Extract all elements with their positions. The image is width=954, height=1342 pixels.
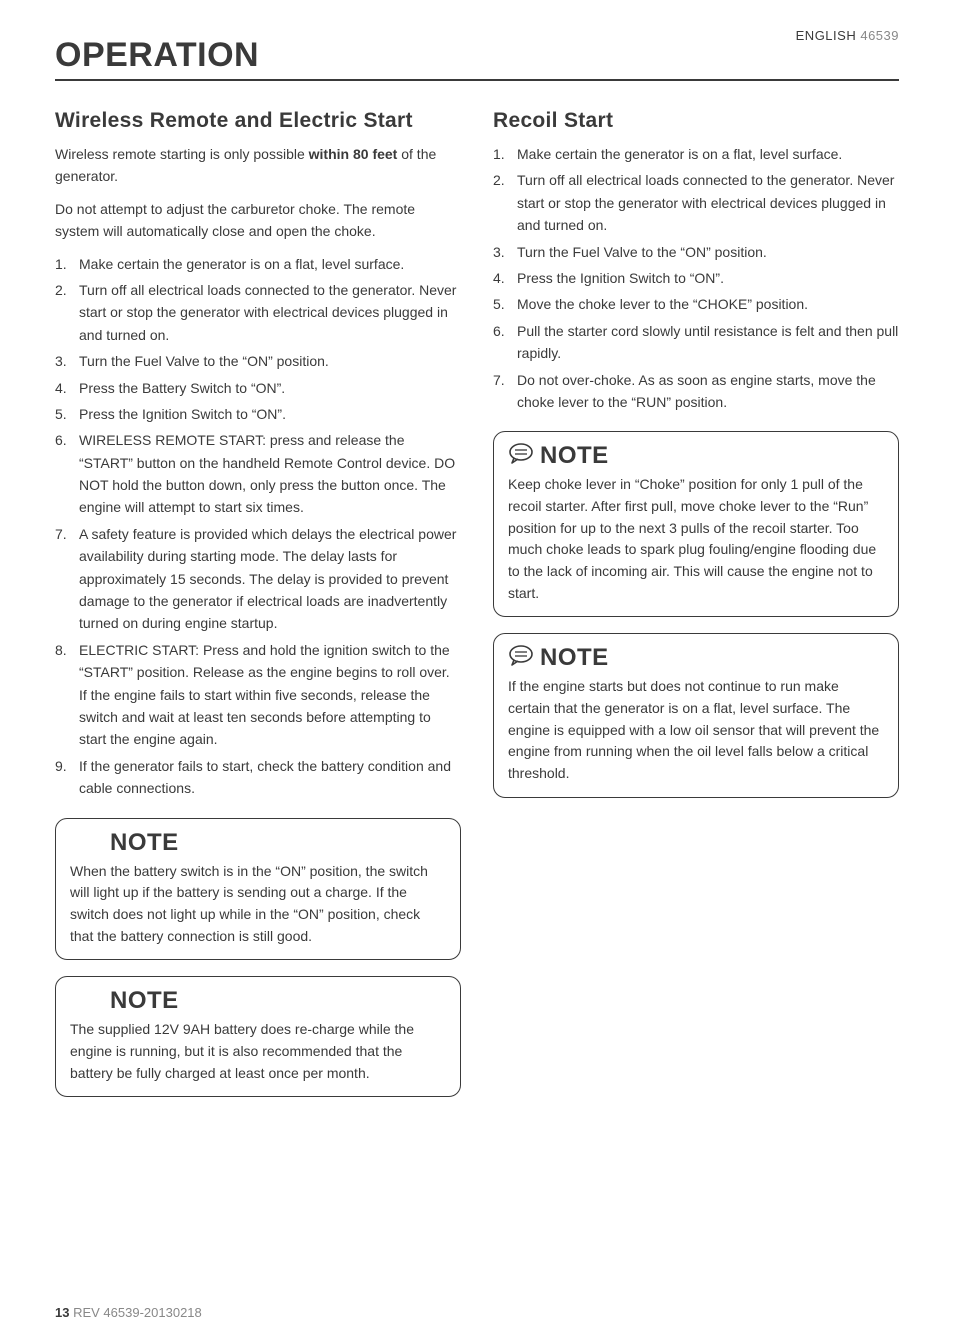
list-item: Turn the Fuel Valve to the “ON” position… <box>493 241 899 263</box>
revision-label: REV 46539-20130218 <box>73 1305 202 1320</box>
intro-bold: within 80 feet <box>309 146 398 162</box>
content-columns: Wireless Remote and Electric Start Wirel… <box>55 109 899 1113</box>
list-item: WIRELESS REMOTE START: press and release… <box>55 429 461 519</box>
footer: 13 REV 46539-20130218 <box>55 1305 202 1320</box>
left-column: Wireless Remote and Electric Start Wirel… <box>55 109 461 1113</box>
note-header: NOTE <box>508 644 884 672</box>
note-text: The supplied 12V 9AH battery does re-cha… <box>70 1019 446 1084</box>
recoil-heading: Recoil Start <box>493 109 899 133</box>
list-item: Press the Ignition Switch to “ON”. <box>493 267 899 289</box>
note-title: NOTE <box>540 644 609 672</box>
list-item: Turn off all electrical loads connected … <box>55 279 461 346</box>
list-item: Pull the starter cord slowly until resis… <box>493 320 899 365</box>
list-item: If the generator fails to start, check t… <box>55 755 461 800</box>
list-item: Make certain the generator is on a flat,… <box>493 143 899 165</box>
list-item: Make certain the generator is on a flat,… <box>55 253 461 275</box>
note-text: When the battery switch is in the “ON” p… <box>70 861 446 948</box>
list-item: Press the Ignition Switch to “ON”. <box>55 403 461 425</box>
list-item: Move the choke lever to the “CHOKE” posi… <box>493 293 899 315</box>
speech-bubble-icon <box>508 645 534 672</box>
list-item: Turn off all electrical loads connected … <box>493 169 899 236</box>
intro-text-a: Wireless remote starting is only possibl… <box>55 146 309 162</box>
note-box-battery-switch: NOTE When the battery switch is in the “… <box>55 818 461 961</box>
note-text: If the engine starts but does not contin… <box>508 676 884 784</box>
note-box-oil-sensor: NOTE If the engine starts but does not c… <box>493 633 899 797</box>
speech-bubble-icon <box>508 443 534 470</box>
note-title: NOTE <box>540 442 609 470</box>
header-model: ENGLISH 46539 <box>796 28 899 43</box>
wireless-steps: Make certain the generator is on a flat,… <box>55 253 461 800</box>
list-item: Press the Battery Switch to “ON”. <box>55 377 461 399</box>
right-column: Recoil Start Make certain the generator … <box>493 109 899 1113</box>
note-header: NOTE <box>70 829 446 857</box>
page-number: 13 <box>55 1305 69 1320</box>
note-box-choke: NOTE Keep choke lever in “Choke” positio… <box>493 431 899 617</box>
model-number: 46539 <box>860 28 899 43</box>
list-item: Turn the Fuel Valve to the “ON” position… <box>55 350 461 372</box>
language-label: ENGLISH <box>796 28 857 43</box>
list-item: ELECTRIC START: Press and hold the ignit… <box>55 639 461 751</box>
intro-paragraph-2: Do not attempt to adjust the carburetor … <box>55 198 461 243</box>
section-title: OPERATION <box>55 36 899 81</box>
list-item: A safety feature is provided which delay… <box>55 523 461 635</box>
note-title: NOTE <box>110 829 179 857</box>
note-title: NOTE <box>110 987 179 1015</box>
wireless-heading: Wireless Remote and Electric Start <box>55 109 461 133</box>
note-header: NOTE <box>70 987 446 1015</box>
list-item: Do not over-choke. As as soon as engine … <box>493 369 899 414</box>
note-header: NOTE <box>508 442 884 470</box>
recoil-steps: Make certain the generator is on a flat,… <box>493 143 899 413</box>
note-box-battery-recharge: NOTE The supplied 12V 9AH battery does r… <box>55 976 461 1097</box>
intro-paragraph-1: Wireless remote starting is only possibl… <box>55 143 461 188</box>
note-text: Keep choke lever in “Choke” position for… <box>508 474 884 604</box>
